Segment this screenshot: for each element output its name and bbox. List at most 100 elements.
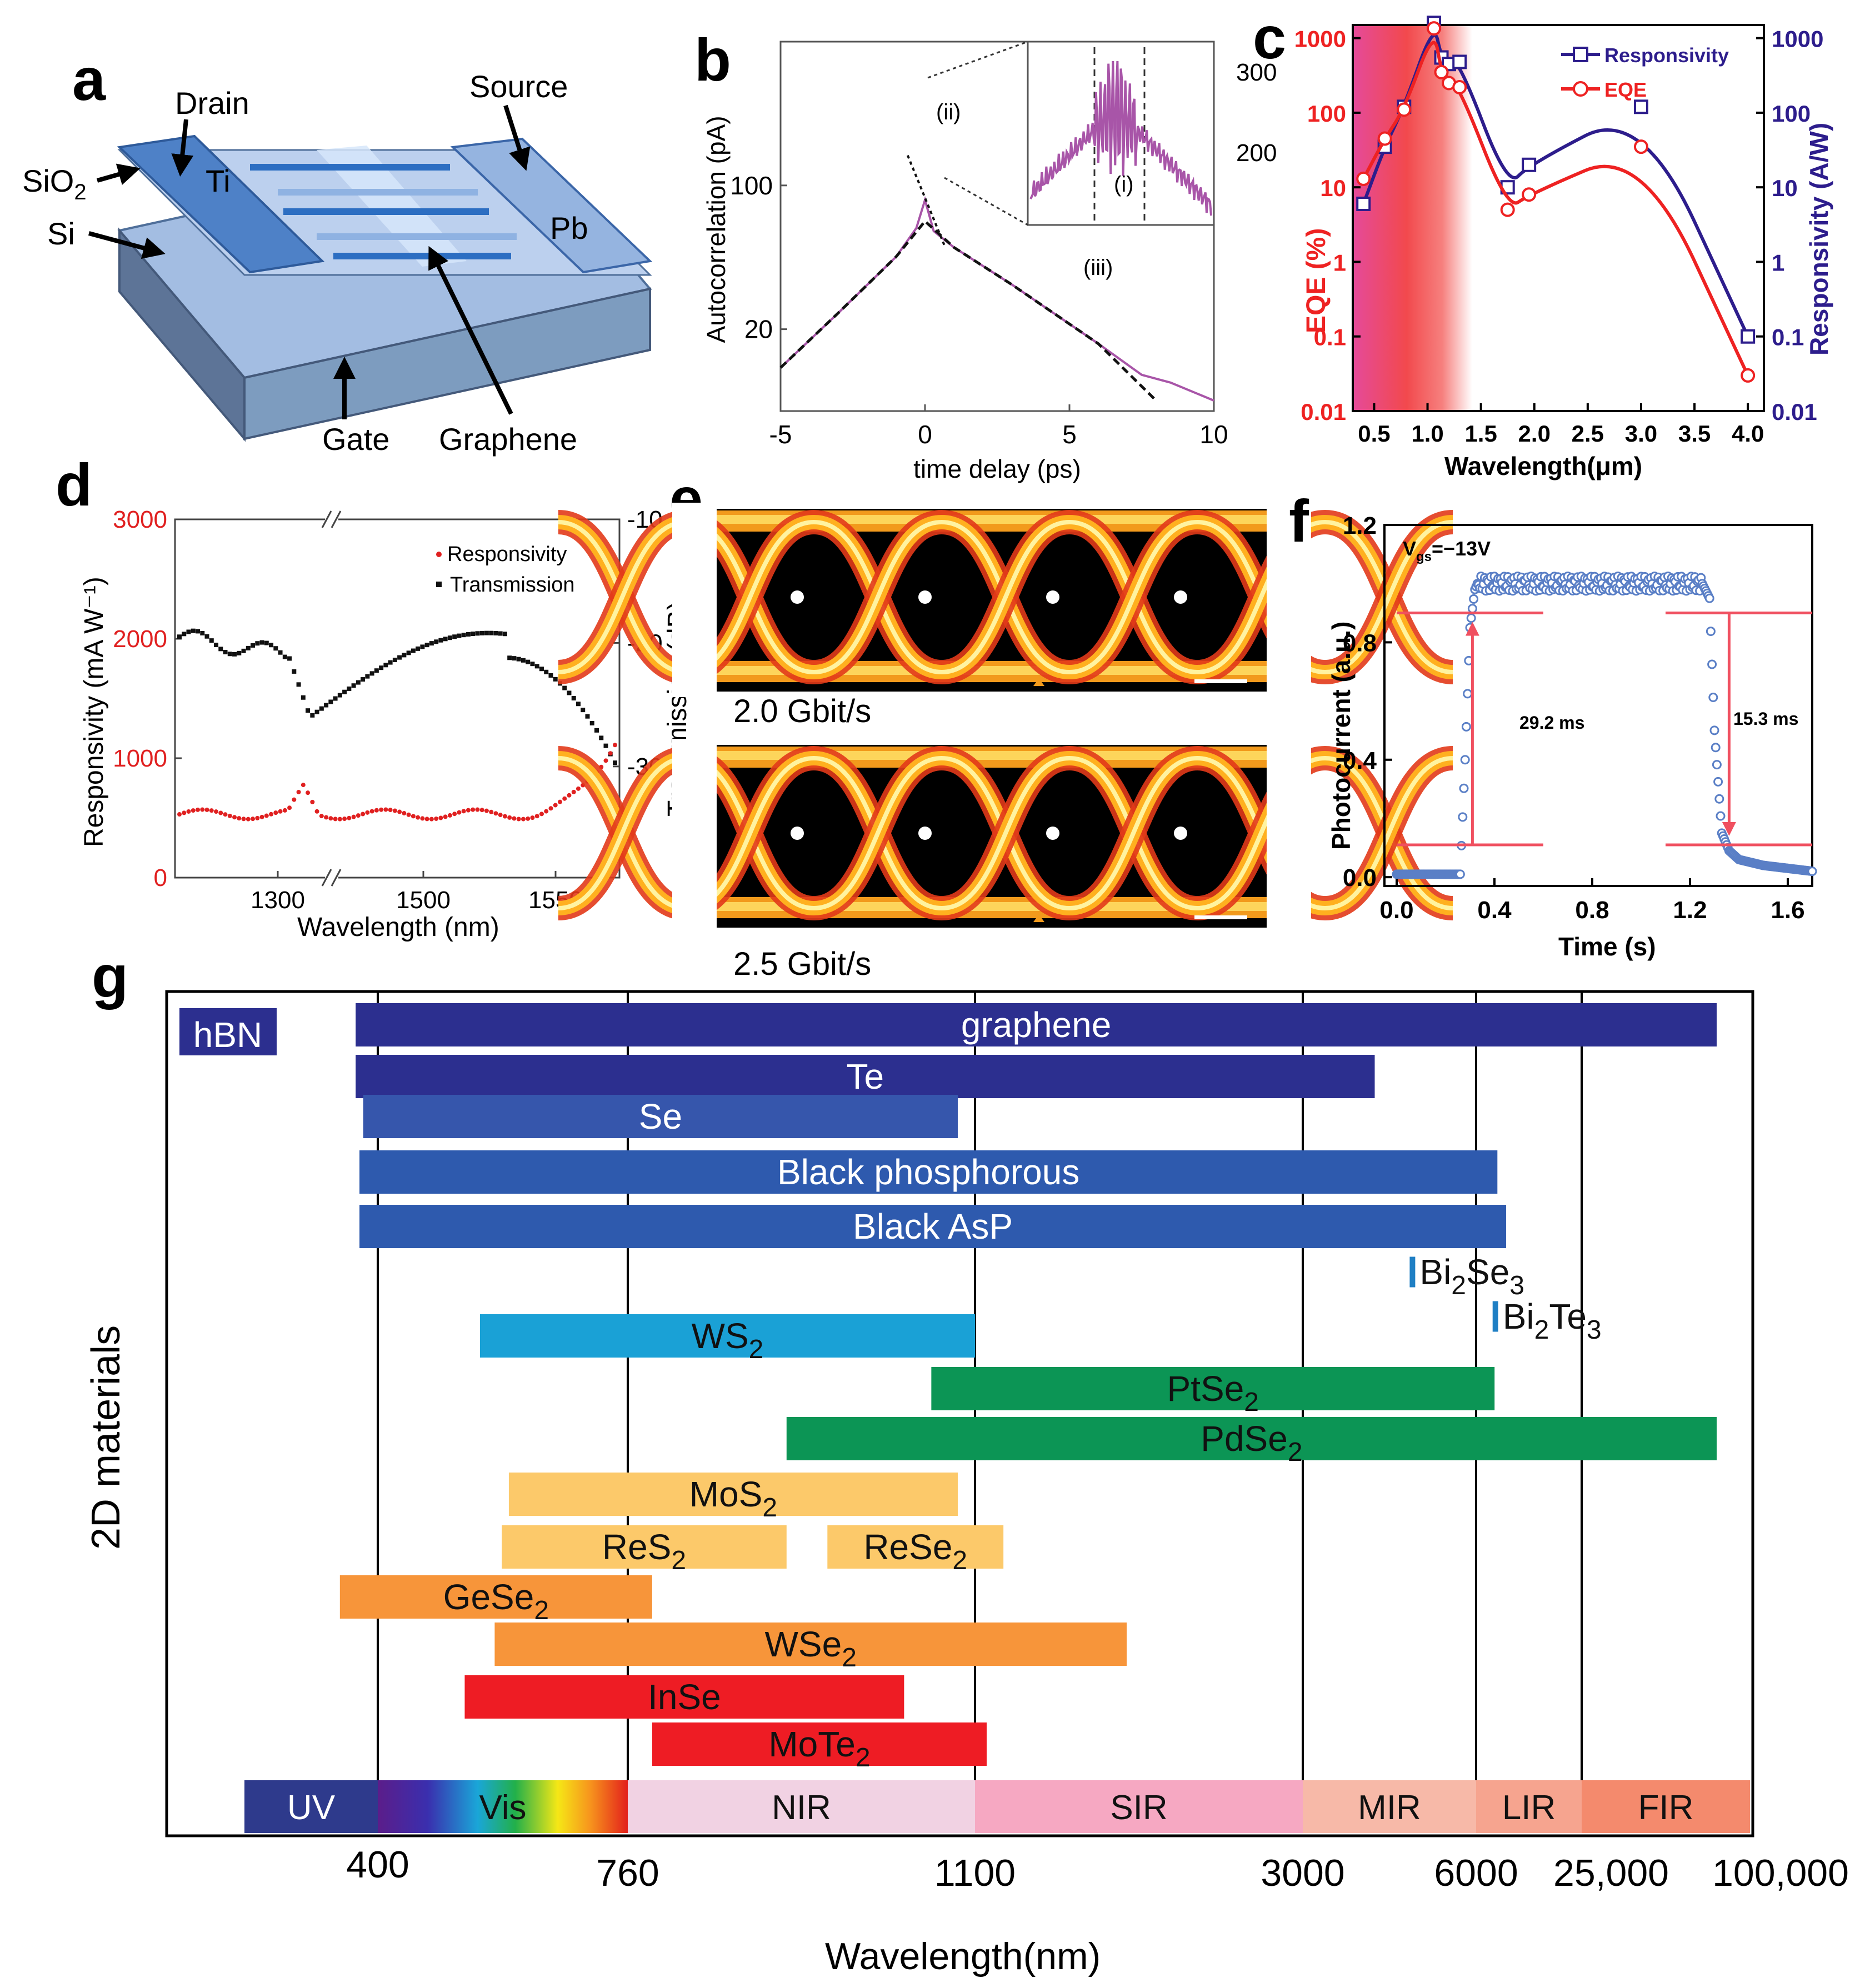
photocurrent-point — [1463, 689, 1473, 699]
x-axis-label: Wavelength(nm) — [825, 1935, 1101, 1977]
responsivity-point — [512, 816, 517, 821]
bar-ws2 — [479, 1314, 975, 1358]
transmission-point — [544, 669, 549, 674]
y-tick-label-right: 0.01 — [1772, 399, 1817, 425]
label-main: GeSe — [443, 1577, 534, 1617]
x-tick-label: 400 — [346, 1844, 409, 1886]
transmission-point — [204, 634, 209, 639]
x-tick-label: 0.4 — [1477, 897, 1512, 924]
band-label: NIR — [772, 1789, 831, 1827]
transmission-point — [493, 630, 498, 635]
bar-label: Black AsP — [853, 1206, 1013, 1246]
x-tick-label: 6000 — [1434, 1852, 1518, 1894]
transmission-point — [369, 671, 374, 676]
responsivity-point — [214, 809, 219, 814]
responsivity-point — [479, 808, 484, 813]
photocurrent-point — [1713, 777, 1723, 787]
bar-label: Bi2Te3 — [1503, 1296, 1602, 1345]
y-tick-label-left: 1000 — [1294, 26, 1346, 52]
bit-rate-bottom: 2.5 Gbit/s — [733, 946, 871, 982]
y-axis-label: Photocurrent (a.u.) — [1327, 622, 1356, 850]
responsivity-point — [420, 816, 425, 821]
responsivity-point — [241, 817, 246, 822]
responsivity-point — [447, 813, 452, 818]
responsivity-point — [553, 803, 558, 808]
label-main: Te — [847, 1056, 884, 1096]
x-tick-label: 3.5 — [1678, 420, 1711, 447]
eye-clip-right — [1267, 503, 1311, 697]
eye-crossing — [791, 590, 804, 604]
spectral-bands: UV Vis NIR SIR MIR LIR FIR — [244, 1780, 1750, 1833]
label-source: Source — [469, 69, 568, 104]
bar-label: ReSe2 — [863, 1527, 967, 1575]
bar-label: Black phosphorous — [777, 1152, 1079, 1192]
y-tick-label-left: 1 — [1333, 249, 1346, 276]
y-tick-label-left: 0 — [154, 864, 167, 892]
label-main: ReSe — [863, 1527, 952, 1567]
label-gate: Gate — [322, 422, 389, 457]
transmission-point — [416, 646, 421, 651]
x-tick-label: 100,000 — [1712, 1852, 1849, 1894]
label-sub: 2 — [842, 1643, 857, 1672]
bar-pdse2 — [786, 1417, 1717, 1460]
transmission-point — [255, 641, 260, 646]
arrow-graphene — [428, 246, 513, 415]
transmission-point — [402, 653, 407, 658]
responsivity-point — [493, 811, 498, 816]
bar-inse — [464, 1675, 904, 1719]
arrow-drain — [171, 119, 194, 177]
inset-tick-200: 200 — [1236, 139, 1277, 167]
responsivity-point — [223, 812, 228, 817]
responsivity-point — [310, 799, 315, 804]
transmission-point — [434, 639, 439, 644]
zoom-line-bottom — [944, 177, 1028, 226]
transmission-point — [273, 646, 278, 651]
x-tick-label: 3.0 — [1625, 420, 1657, 447]
y-tick-label: 0.8 — [1343, 629, 1377, 657]
x-tick-label: 0.8 — [1575, 897, 1609, 924]
label-sub: 2 — [1451, 1271, 1466, 1300]
transmission-point — [223, 649, 228, 654]
eye-crossing — [1429, 590, 1443, 604]
transmission-point — [424, 643, 429, 648]
transmission-point — [246, 645, 251, 650]
label-sub: 3 — [1587, 1315, 1602, 1345]
transmission-point — [526, 659, 531, 664]
legend: Responsivity EQE — [1561, 44, 1729, 101]
label-sub: 2 — [762, 1493, 777, 1523]
eye-trace-core — [1069, 756, 1198, 910]
label-sub: 2 — [952, 1546, 967, 1575]
responsivity-point — [429, 817, 434, 822]
plot-frame — [779, 41, 1215, 412]
bar-wse2 — [494, 1623, 1127, 1666]
label-main: Bi — [1419, 1252, 1451, 1292]
panel-letter: c — [1253, 4, 1286, 71]
band-label: LIR — [1502, 1789, 1556, 1827]
transmission-point — [319, 706, 324, 711]
eye-trace-core — [558, 520, 687, 674]
transmission-point — [237, 650, 242, 655]
transmission-point — [264, 640, 269, 645]
responsivity-point — [438, 815, 443, 820]
eye-crossing — [1429, 827, 1443, 840]
transmission-point — [507, 655, 512, 660]
panel-letter: b — [694, 26, 731, 93]
bar-bi2te3 — [1492, 1301, 1498, 1332]
panel-b: b -5 0 5 10 20 100 time delay (ps) Autocorrelat… — [694, 26, 1277, 483]
eqe-point — [1434, 64, 1449, 79]
responsivity-point — [608, 751, 613, 756]
responsivity-point — [246, 817, 251, 822]
arrow-source — [503, 104, 531, 171]
responsivity-point — [292, 797, 297, 802]
label-sub: 3 — [1509, 1271, 1524, 1300]
y-tick-label-left: 0.01 — [1301, 399, 1346, 425]
responsivity-point — [264, 813, 269, 818]
x-tick-label: 1.5 — [1464, 420, 1497, 447]
transmission-point — [553, 677, 558, 682]
responsivity-point — [1522, 157, 1537, 172]
responsivity-point — [337, 817, 342, 822]
plot-area — [177, 628, 617, 822]
transmission-point — [232, 652, 237, 657]
transmission-point — [461, 633, 466, 638]
